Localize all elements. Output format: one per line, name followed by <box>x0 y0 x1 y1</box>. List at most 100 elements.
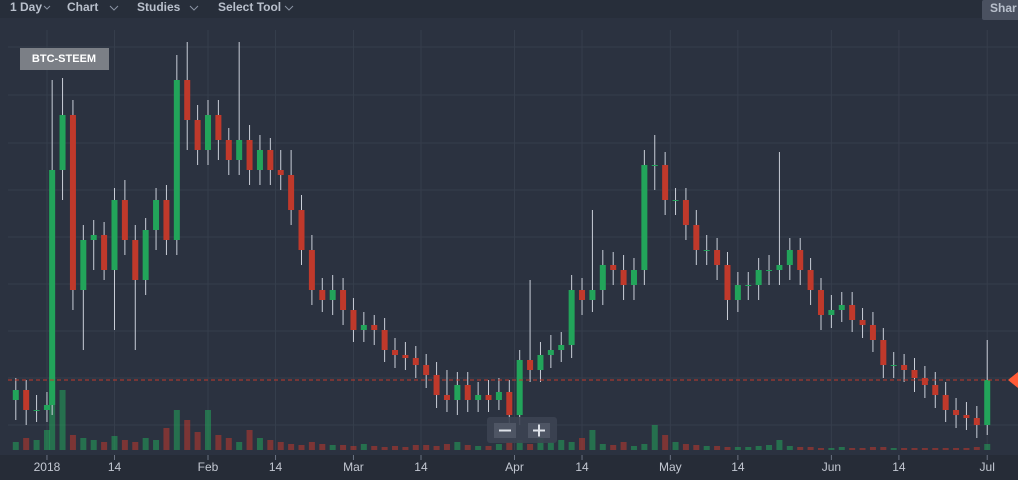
volume-bar <box>579 438 586 450</box>
candle-body <box>921 378 928 385</box>
volume-bar <box>153 440 160 450</box>
x-tick-label: Jun <box>822 460 841 474</box>
volume-bar <box>23 438 30 450</box>
x-tick-label: May <box>659 460 682 474</box>
candle-body <box>828 310 835 315</box>
candle-body <box>173 80 180 240</box>
candle-body <box>33 410 40 411</box>
candle-body <box>392 350 399 355</box>
candle-body <box>381 330 388 350</box>
x-tick-label: 14 <box>731 460 745 474</box>
volume-bar <box>184 420 191 450</box>
volume-bar <box>495 444 502 450</box>
volume-bar <box>817 448 824 450</box>
volume-bar <box>246 430 253 450</box>
candle-body <box>527 360 534 370</box>
volume-bar <box>568 442 575 450</box>
volume-bar <box>298 445 305 450</box>
candle-body <box>69 115 76 290</box>
candle-body <box>464 385 471 400</box>
volume-bar <box>838 447 845 450</box>
candle-body <box>849 305 856 320</box>
candle-body <box>672 200 679 201</box>
candle-body <box>537 355 544 370</box>
volume-bar <box>173 410 180 450</box>
volume-bar <box>921 448 928 450</box>
candle-body <box>12 390 19 400</box>
candle-body <box>703 250 710 251</box>
candle-body <box>184 80 191 120</box>
volume-bar <box>703 446 710 450</box>
studies-menu[interactable]: Studies <box>137 0 181 14</box>
volume-bar <box>90 440 97 450</box>
symbol-badge <box>20 48 109 70</box>
volume-bar <box>111 436 118 450</box>
volume-bar <box>610 445 617 450</box>
volume-bar <box>973 447 980 450</box>
volume-bar <box>215 435 222 450</box>
candle-body <box>838 305 845 310</box>
candle-body <box>59 115 66 170</box>
volume-bar <box>69 435 76 450</box>
candle-body <box>859 320 866 325</box>
candle-body <box>516 360 523 415</box>
volume-bar <box>869 447 876 450</box>
volume-bar <box>464 445 471 450</box>
candle-body <box>568 290 575 345</box>
candle-body <box>475 395 482 400</box>
candle-body <box>693 225 700 250</box>
volume-bar <box>724 447 731 450</box>
volume-bar <box>80 438 87 450</box>
volume-bar <box>630 446 637 450</box>
candle-body <box>43 405 50 410</box>
candle-body <box>454 385 461 400</box>
candle-body <box>90 235 97 240</box>
volume-bar <box>59 390 66 450</box>
candle-body <box>963 415 970 418</box>
candle-body <box>599 265 606 290</box>
share-label[interactable]: Shar <box>990 1 1017 15</box>
volume-bar <box>194 432 201 450</box>
candle-body <box>714 250 721 265</box>
volume-bar <box>392 446 399 450</box>
volume-bar <box>142 438 149 450</box>
candle-body <box>485 395 492 400</box>
volume-bar <box>381 447 388 450</box>
volume-bar <box>267 440 274 450</box>
candle-body <box>901 365 908 370</box>
candle-body <box>911 370 918 378</box>
candle-body <box>443 395 450 400</box>
chart-menu[interactable]: Chart <box>67 0 98 14</box>
volume-bar <box>766 445 773 450</box>
candle-body <box>745 285 752 286</box>
candle-body <box>360 325 367 330</box>
candle-body <box>973 418 980 425</box>
chevron <box>109 5 119 11</box>
volume-bar <box>662 435 669 450</box>
candle-body <box>880 340 887 365</box>
candle-body <box>298 210 305 250</box>
volume-bar <box>205 410 211 450</box>
share-button[interactable] <box>982 0 1018 20</box>
volume-bar <box>859 448 866 450</box>
x-tick-label: 14 <box>892 460 906 474</box>
volume-bar <box>485 446 492 450</box>
x-tick-label: 14 <box>414 460 428 474</box>
volume-bar <box>942 448 949 450</box>
volume-bar <box>651 425 658 450</box>
interval-menu[interactable]: 1 Day <box>10 0 42 14</box>
candle-body <box>80 240 87 290</box>
volume-bar <box>360 444 367 450</box>
volume-bar <box>225 438 232 450</box>
volume-bar <box>599 444 606 450</box>
chevron <box>284 5 294 11</box>
candle-body <box>412 358 419 365</box>
candle-body <box>205 115 211 150</box>
volume-bar <box>672 442 679 450</box>
select-tool-menu[interactable]: Select Tool <box>218 0 281 14</box>
volume-bar <box>558 440 565 450</box>
candle-body <box>215 115 222 140</box>
candle-body <box>402 355 409 358</box>
volume-bar <box>849 448 856 450</box>
